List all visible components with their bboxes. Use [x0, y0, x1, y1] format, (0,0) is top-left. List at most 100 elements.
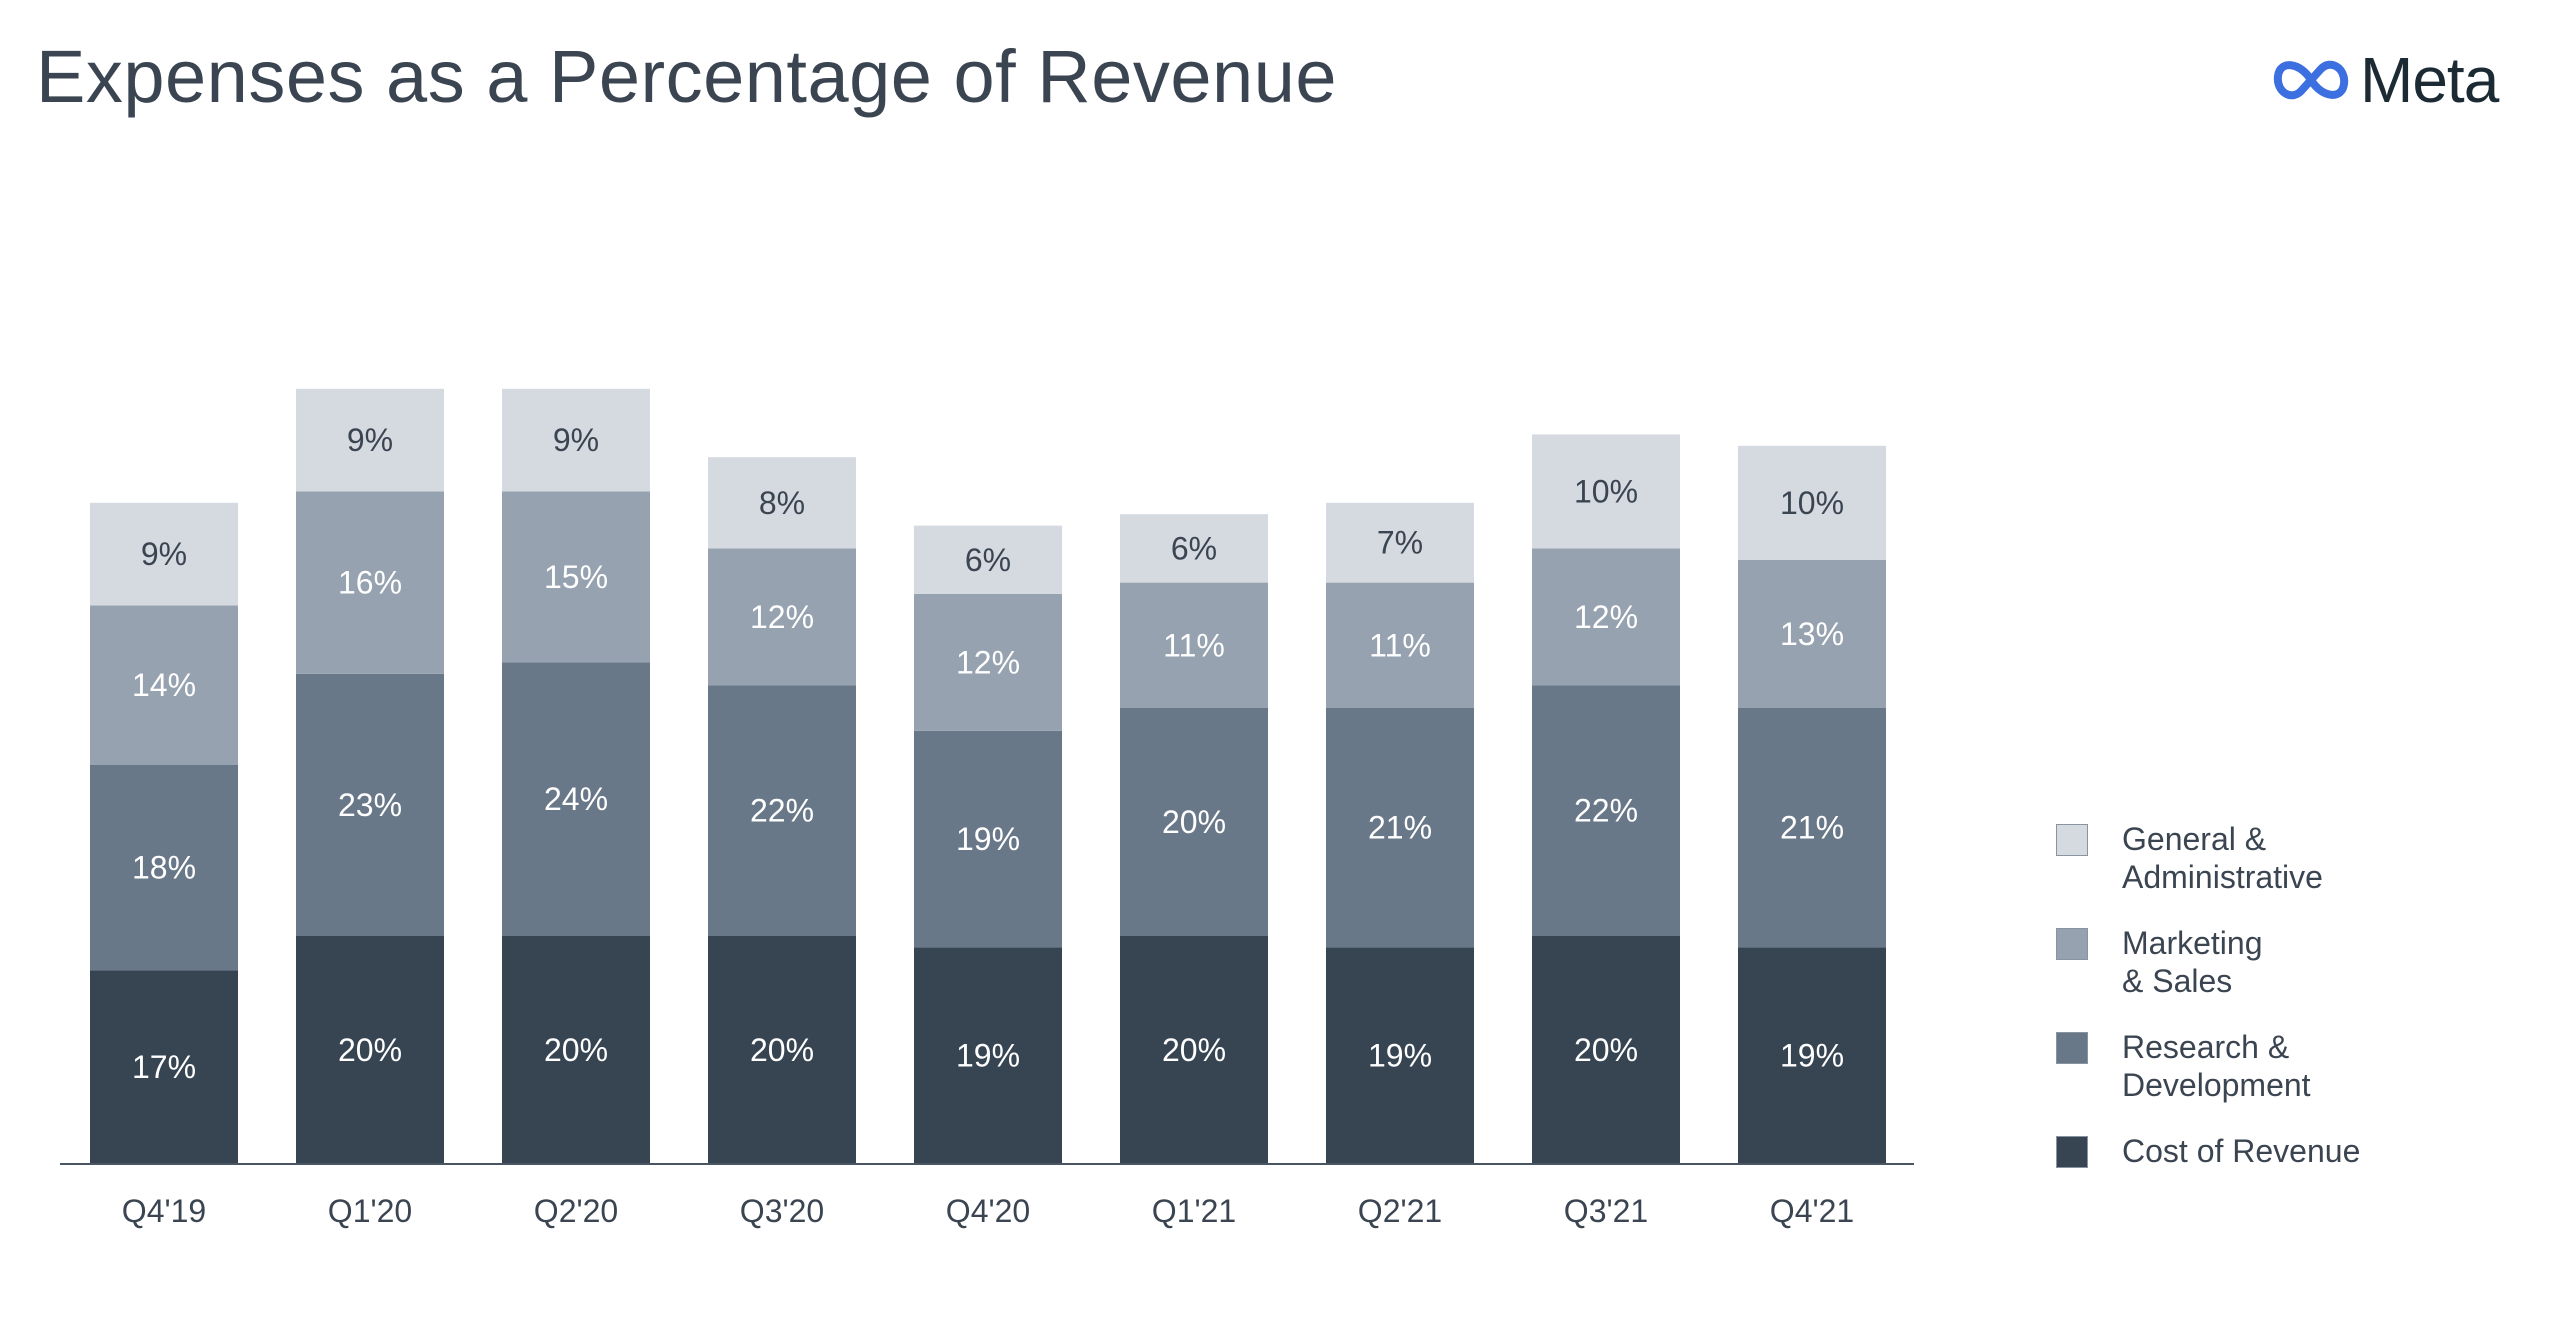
data-label: 20% [1162, 1032, 1226, 1068]
data-label: 12% [1574, 599, 1638, 635]
data-label: 19% [1780, 1038, 1844, 1074]
bars-layer: 17% 18% 14% 9% 20% 23% 16% 9% 20% 24% 15% 9% 20% 22% 1… [90, 388, 1886, 1164]
bar-segment [1532, 936, 1680, 1164]
bar-segment [708, 685, 856, 936]
bar-segment [90, 605, 238, 765]
data-label: 9% [347, 422, 393, 458]
x-tick-label: Q2'21 [1358, 1193, 1442, 1229]
bar-segment [90, 970, 238, 1164]
data-label: 20% [750, 1032, 814, 1068]
bar-stack-Q1-21: 20% 20% 11% 6% [1120, 514, 1268, 1164]
bar-segment [1532, 685, 1680, 936]
bar-segment [502, 662, 650, 936]
bar-segment [1738, 559, 1886, 708]
bar-segment [914, 594, 1062, 731]
data-label: 23% [338, 787, 402, 823]
data-label: 22% [750, 793, 814, 829]
bar-segment [502, 936, 650, 1164]
data-label: 11% [1369, 627, 1431, 663]
bar-segment [90, 765, 238, 971]
data-label: 14% [132, 667, 196, 703]
data-label: 19% [956, 1038, 1020, 1074]
bar-stack-Q4-21: 19% 21% 13% 10% [1738, 445, 1886, 1164]
x-tick-label: Q3'21 [1564, 1193, 1648, 1229]
legend-item: Marketing & Sales [2056, 924, 2263, 1000]
bar-stack-Q3-21: 20% 22% 12% 10% [1532, 434, 1680, 1164]
legend-swatch [2056, 824, 2088, 856]
bar-segment [914, 947, 1062, 1164]
page-title: Expenses as a Percentage of Revenue [36, 35, 1338, 118]
bar-segment [1532, 548, 1680, 686]
data-label: 20% [1574, 1032, 1638, 1068]
data-label: 19% [1368, 1038, 1432, 1074]
data-label: 6% [965, 542, 1011, 578]
data-label: 19% [956, 821, 1020, 857]
bar-segment [1326, 708, 1474, 948]
bar-segment [1326, 947, 1474, 1164]
legend-item: General & Administrative [2056, 820, 2323, 896]
meta-wordmark: Meta [2360, 44, 2499, 116]
x-tick-label: Q4'21 [1770, 1193, 1854, 1229]
bar-segment [1326, 582, 1474, 708]
bar-stack-Q4-20: 19% 19% 12% 6% [914, 525, 1062, 1164]
data-label: 21% [1780, 810, 1844, 846]
legend-swatch [2056, 1032, 2088, 1064]
bar-stack-Q2-20: 20% 24% 15% 9% [502, 388, 650, 1164]
bar-segment [296, 673, 444, 936]
data-label: 13% [1780, 616, 1844, 652]
bar-segment [502, 388, 650, 492]
legend-label: Marketing & Sales [2122, 925, 2263, 999]
bar-segment [1120, 708, 1268, 936]
bar-stack-Q2-21: 19% 21% 11% 7% [1326, 502, 1474, 1164]
data-label: 20% [1162, 804, 1226, 840]
bar-segment [708, 548, 856, 686]
bar-segment [502, 491, 650, 663]
data-label: 18% [132, 850, 196, 886]
data-label: 6% [1171, 530, 1217, 566]
x-axis-ticks: Q4'19 Q1'20 Q2'20 Q3'20 Q4'20 Q1'21 Q2'21 Q3'21… [122, 1193, 1854, 1229]
x-tick-label: Q1'21 [1152, 1193, 1236, 1229]
data-label: 8% [759, 485, 805, 521]
bar-segment [1738, 708, 1886, 948]
x-tick-label: Q2'20 [534, 1193, 618, 1229]
bar-segment [296, 936, 444, 1164]
legend-swatch [2056, 928, 2088, 960]
bar-segment [1738, 947, 1886, 1164]
x-tick-label: Q4'20 [946, 1193, 1030, 1229]
data-label: 7% [1377, 525, 1423, 561]
bar-segment [708, 457, 856, 549]
data-label: 21% [1368, 810, 1432, 846]
bar-segment [1120, 936, 1268, 1164]
x-tick-label: Q3'20 [740, 1193, 824, 1229]
bar-segment [296, 388, 444, 492]
data-label: 17% [132, 1049, 196, 1085]
bar-segment [914, 525, 1062, 594]
bar-stack-Q4-19: 17% 18% 14% 9% [90, 502, 238, 1164]
data-label: 20% [544, 1032, 608, 1068]
meta-logo: Meta [2270, 40, 2499, 120]
data-label: 12% [750, 599, 814, 635]
legend-item: Cost of Revenue [2056, 1132, 2360, 1170]
bar-segment [914, 730, 1062, 948]
data-label: 22% [1574, 793, 1638, 829]
bar-segment [90, 502, 238, 606]
bar-segment [1738, 445, 1886, 560]
data-label: 12% [956, 644, 1020, 680]
bar-segment [1326, 502, 1474, 583]
bar-segment [1532, 434, 1680, 549]
data-label: 9% [141, 536, 187, 572]
data-label: 10% [1574, 473, 1638, 509]
bar-segment [1120, 514, 1268, 583]
legend-item: Research & Development [2056, 1028, 2311, 1104]
data-label: 24% [544, 781, 608, 817]
bar-stack-Q3-20: 20% 22% 12% 8% [708, 457, 856, 1164]
data-label: 16% [338, 565, 402, 601]
data-label: 15% [544, 559, 608, 595]
legend-label: Cost of Revenue [2122, 1133, 2361, 1169]
meta-infinity-icon [2273, 60, 2349, 100]
legend-label: Research & Development [2122, 1029, 2311, 1103]
data-label: 11% [1163, 627, 1225, 663]
data-label: 10% [1780, 485, 1844, 521]
bar-segment [1120, 582, 1268, 708]
